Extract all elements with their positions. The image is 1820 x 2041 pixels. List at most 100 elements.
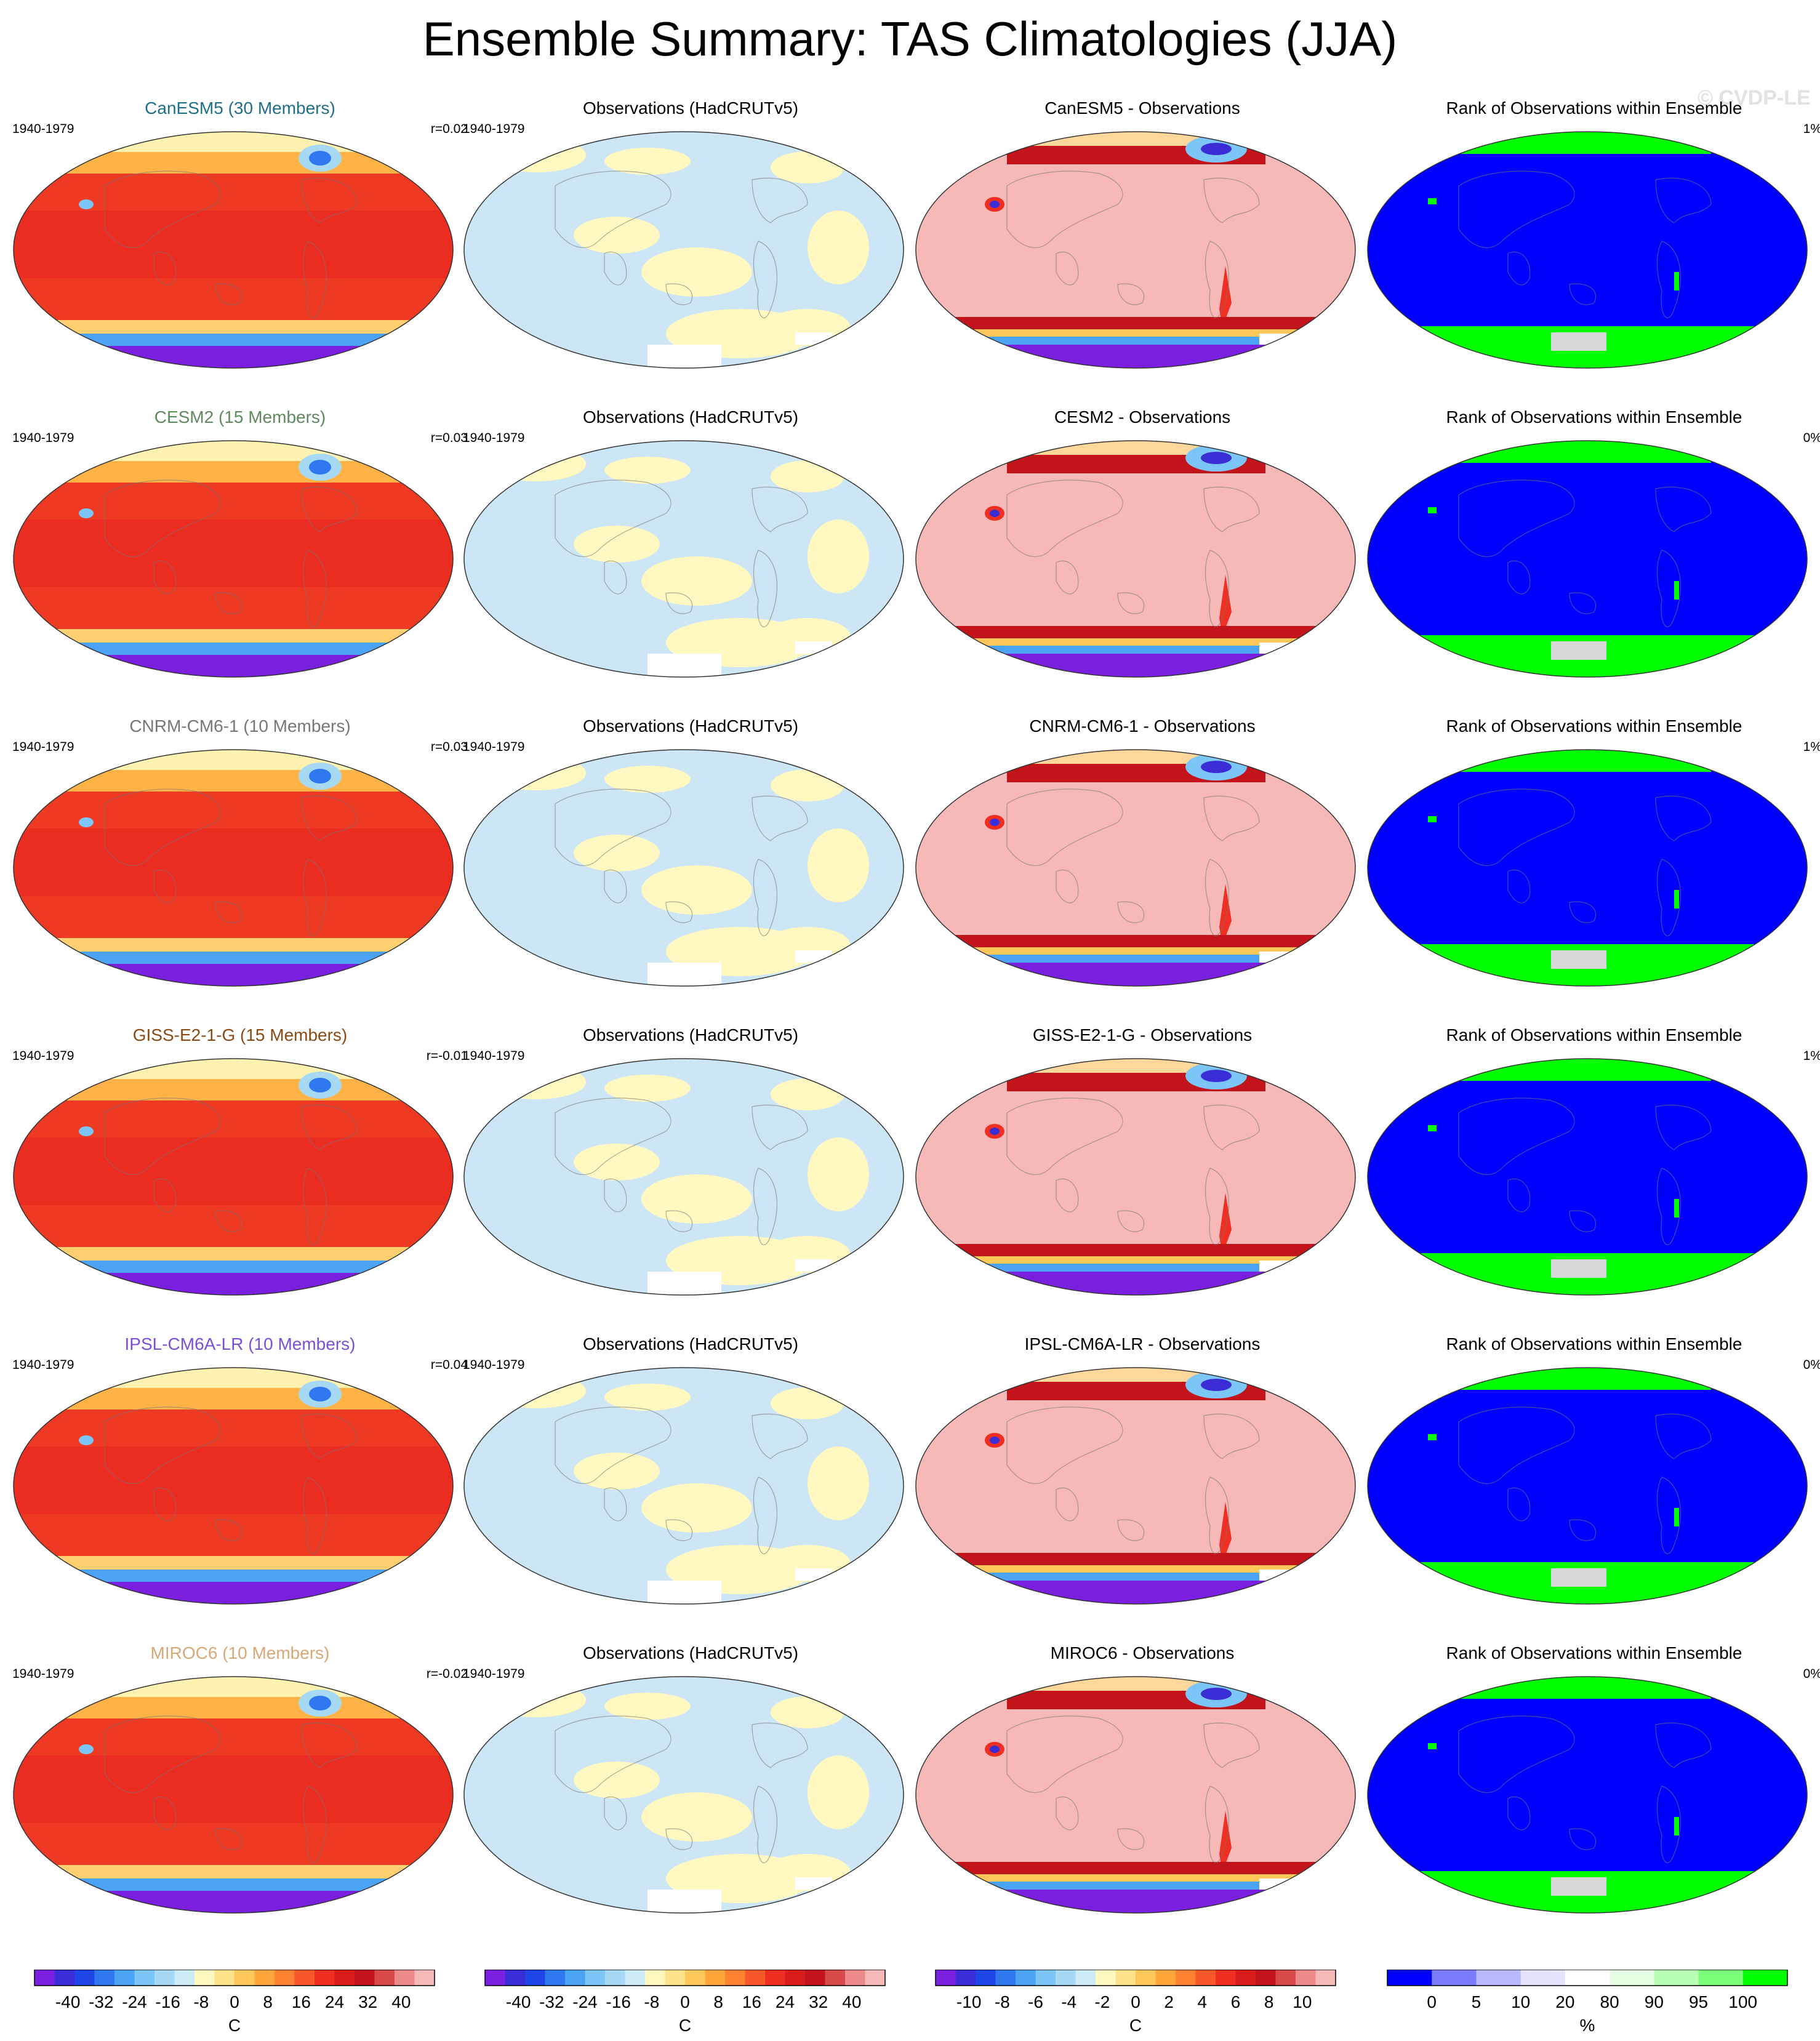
obs-panel-title: Observations (HadCRUTv5): [582, 716, 799, 736]
colorbar-swatch: [725, 1970, 745, 1986]
model-panel-title: CNRM-CM6-1 (10 Members): [129, 716, 351, 736]
colorbar-3: 0 5 10 20 80 90 95 100%: [1387, 1970, 1788, 2035]
colorbar-swatch: [1115, 1970, 1136, 1986]
map-outline: [13, 1058, 454, 1296]
colorbar-swatch: [1296, 1970, 1316, 1986]
map-outline: [463, 1058, 904, 1296]
rank-panel-title: Rank of Observations within Ensemble: [1446, 1025, 1742, 1045]
colorbar-swatch: [194, 1970, 215, 1986]
correlation-label: r=0.03: [430, 740, 468, 754]
rank-percent-label: 0%: [1803, 1667, 1820, 1681]
colorbar-tick-label: -32: [89, 1992, 113, 2011]
colorbar-tick-label: 8: [713, 1992, 723, 2011]
map-outline: [13, 1367, 454, 1605]
colorbar-swatch: [1698, 1970, 1744, 1986]
colorbar-swatch: [1096, 1970, 1116, 1986]
colorbar-tick-label: -6: [1028, 1992, 1043, 2011]
colorbar-swatch: [585, 1970, 606, 1986]
rank-panel-3: Rank of Observations within Ensemble 1%: [1366, 1025, 1820, 1333]
colorbar-swatch: [54, 1970, 75, 1986]
colorbar-tick-label: -10: [956, 1992, 981, 2011]
model-panel-3: GISS-E2-1-G (15 Members) 1940-1979 r=-0.01: [12, 1025, 468, 1333]
period-label: 1940-1979: [463, 431, 525, 445]
colorbar-swatch: [665, 1970, 686, 1986]
map-outline: [915, 440, 1356, 678]
colorbar-swatch: [374, 1970, 395, 1986]
colorbar-swatch: [1610, 1970, 1654, 1986]
colorbar-swatch: [705, 1970, 726, 1986]
colorbar-swatch: [976, 1970, 996, 1986]
model-panel-title: CanESM5 (30 Members): [145, 98, 335, 118]
colorbar-swatch: [1035, 1970, 1056, 1986]
rank-map: [1367, 131, 1808, 369]
colorbar-swatch: [254, 1970, 275, 1986]
colorbar-swatch: [525, 1970, 545, 1986]
map-outline: [13, 1676, 454, 1914]
colorbar-swatch: [74, 1970, 95, 1986]
correlation-label: r=0.02: [430, 122, 468, 136]
rank-panel-title: Rank of Observations within Ensemble: [1446, 1643, 1742, 1662]
model-map: [13, 1367, 454, 1605]
colorbar-swatch: [936, 1970, 956, 1986]
obs-map: [463, 440, 904, 678]
colorbar-swatch: [785, 1970, 806, 1986]
diff-panel-1: CESM2 - Observations: [915, 407, 1370, 715]
colorbar-tick-label: 40: [391, 1992, 411, 2011]
period-label: 1940-1979: [12, 740, 74, 754]
obs-panel-1: Observations (HadCRUTv5) 1940-1979: [463, 407, 918, 715]
colorbar-swatch: [1315, 1970, 1336, 1986]
colorbar-swatch: [1056, 1970, 1076, 1986]
diff-map: [915, 1367, 1356, 1605]
rank-percent-label: 1%: [1803, 740, 1820, 754]
colorbar-swatch: [1235, 1970, 1256, 1986]
colorbar-swatch: [214, 1970, 235, 1986]
diff-panel-5: MIROC6 - Observations: [915, 1643, 1370, 1951]
colorbar-swatch: [1176, 1970, 1196, 1986]
colorbar-unit: C: [679, 2016, 691, 2035]
obs-panel-title: Observations (HadCRUTv5): [582, 98, 799, 118]
diff-map: [915, 749, 1356, 987]
correlation-label: r=-0.02: [426, 1667, 468, 1681]
diff-panel-4: IPSL-CM6A-LR - Observations: [915, 1334, 1370, 1642]
colorbar-swatch: [1565, 1970, 1610, 1986]
colorbar-swatch: [334, 1970, 355, 1986]
correlation-label: r=-0.01: [426, 1049, 468, 1063]
obs-map: [463, 749, 904, 987]
map-outline: [463, 749, 904, 987]
obs-map: [463, 1676, 904, 1914]
rank-map: [1367, 1676, 1808, 1914]
colorbar-swatch: [545, 1970, 566, 1986]
diff-map: [915, 440, 1356, 678]
model-map: [13, 1676, 454, 1914]
model-panel-2: CNRM-CM6-1 (10 Members) 1940-1979 r=0.03: [12, 716, 468, 1024]
colorbar-tick-label: -16: [155, 1992, 180, 2011]
period-label: 1940-1979: [12, 431, 74, 445]
colorbar-tick-label: -24: [572, 1992, 597, 2011]
colorbar-tick-label: 40: [842, 1992, 861, 2011]
diff-panel-title: CanESM5 - Observations: [1044, 98, 1240, 118]
model-map: [13, 131, 454, 369]
colorbar-swatch: [1256, 1970, 1276, 1986]
period-label: 1940-1979: [463, 122, 525, 136]
correlation-label: r=0.03: [430, 431, 468, 445]
colorbar-tick-label: -16: [606, 1992, 630, 2011]
map-outline: [915, 131, 1356, 369]
colorbar-tick-label: 4: [1198, 1992, 1208, 2011]
map-outline: [915, 749, 1356, 987]
colorbar-swatch: [505, 1970, 526, 1986]
map-outline: [1367, 131, 1808, 369]
diff-panel-3: GISS-E2-1-G - Observations: [915, 1025, 1370, 1333]
map-outline: [463, 1367, 904, 1605]
colorbar-tick-label: 24: [325, 1992, 344, 2011]
map-outline: [463, 131, 904, 369]
period-label: 1940-1979: [463, 1358, 525, 1372]
colorbar-tick-label: 80: [1600, 1992, 1619, 2011]
rank-panel-title: Rank of Observations within Ensemble: [1446, 716, 1742, 736]
model-panel-4: IPSL-CM6A-LR (10 Members) 1940-1979 r=0.04: [12, 1334, 468, 1642]
map-outline: [13, 749, 454, 987]
map-outline: [13, 131, 454, 369]
colorbar-swatch: [625, 1970, 646, 1986]
colorbar-swatch: [1016, 1970, 1036, 1986]
obs-map: [463, 1058, 904, 1296]
colorbar-tick-label: 0: [230, 1992, 239, 2011]
